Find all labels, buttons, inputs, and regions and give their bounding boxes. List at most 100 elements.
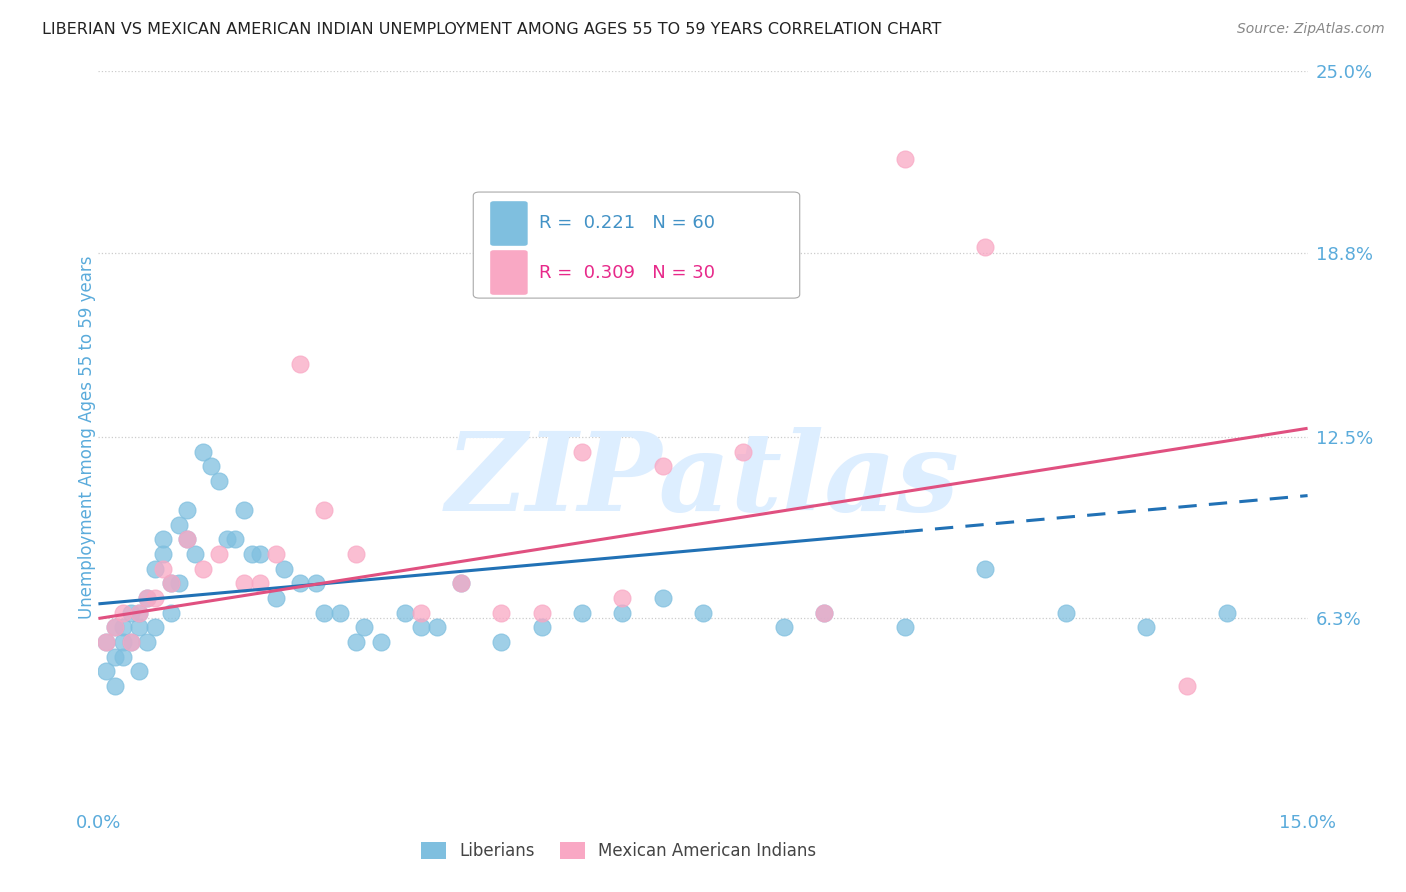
Point: [612, 591, 634, 605]
FancyBboxPatch shape: [491, 250, 527, 295]
Point: [450, 576, 472, 591]
Point: [128, 664, 150, 678]
Point: [813, 606, 835, 620]
Point: [184, 547, 207, 561]
Point: [120, 635, 142, 649]
Point: [135, 591, 157, 605]
Point: [128, 606, 150, 620]
Point: [176, 503, 198, 517]
Point: [96, 635, 118, 649]
Point: [491, 635, 513, 649]
Point: [288, 357, 311, 371]
Point: [128, 606, 150, 620]
Point: [409, 620, 432, 634]
Point: [111, 649, 134, 664]
Point: [103, 620, 125, 634]
Text: Source: ZipAtlas.com: Source: ZipAtlas.com: [1237, 22, 1385, 37]
Point: [135, 635, 157, 649]
Point: [143, 562, 166, 576]
Point: [128, 620, 150, 634]
Legend: Liberians, Mexican American Indians: Liberians, Mexican American Indians: [420, 842, 815, 860]
Point: [176, 533, 198, 547]
FancyBboxPatch shape: [474, 192, 800, 298]
Point: [96, 664, 118, 678]
Point: [193, 562, 215, 576]
Point: [160, 576, 183, 591]
Point: [344, 635, 367, 649]
Point: [152, 562, 174, 576]
Point: [893, 152, 915, 166]
Point: [232, 503, 254, 517]
Point: [450, 576, 472, 591]
Point: [314, 503, 336, 517]
Point: [249, 547, 271, 561]
Point: [120, 606, 142, 620]
Point: [103, 679, 125, 693]
Point: [1216, 606, 1239, 620]
Point: [208, 474, 231, 488]
Point: [344, 547, 367, 561]
Point: [152, 547, 174, 561]
Point: [152, 533, 174, 547]
Point: [571, 606, 593, 620]
Point: [329, 606, 352, 620]
Point: [217, 533, 239, 547]
Point: [240, 547, 263, 561]
Point: [273, 562, 295, 576]
Point: [893, 620, 915, 634]
Text: R =  0.221   N = 60: R = 0.221 N = 60: [538, 214, 714, 233]
Point: [264, 547, 287, 561]
Point: [394, 606, 416, 620]
Point: [103, 649, 125, 664]
Y-axis label: Unemployment Among Ages 55 to 59 years: Unemployment Among Ages 55 to 59 years: [79, 255, 96, 619]
Point: [692, 606, 714, 620]
Point: [160, 606, 183, 620]
Point: [353, 620, 375, 634]
Point: [288, 576, 311, 591]
Point: [143, 620, 166, 634]
Point: [249, 576, 271, 591]
Point: [733, 444, 755, 458]
Point: [314, 606, 336, 620]
Point: [612, 606, 634, 620]
Point: [208, 547, 231, 561]
Point: [143, 591, 166, 605]
Point: [491, 606, 513, 620]
Point: [974, 562, 997, 576]
Point: [1135, 620, 1157, 634]
Text: LIBERIAN VS MEXICAN AMERICAN INDIAN UNEMPLOYMENT AMONG AGES 55 TO 59 YEARS CORRE: LIBERIAN VS MEXICAN AMERICAN INDIAN UNEM…: [42, 22, 942, 37]
Point: [813, 606, 835, 620]
Point: [167, 576, 190, 591]
Point: [193, 444, 215, 458]
Point: [224, 533, 246, 547]
Text: R =  0.309   N = 30: R = 0.309 N = 30: [538, 263, 714, 282]
Point: [167, 517, 190, 532]
Point: [409, 606, 432, 620]
Point: [176, 533, 198, 547]
Point: [264, 591, 287, 605]
Point: [96, 635, 118, 649]
Point: [120, 635, 142, 649]
Point: [160, 576, 183, 591]
Point: [426, 620, 449, 634]
Point: [232, 576, 254, 591]
Point: [135, 591, 157, 605]
Point: [1175, 679, 1198, 693]
Point: [111, 606, 134, 620]
Point: [200, 459, 222, 474]
Point: [103, 620, 125, 634]
Point: [530, 606, 553, 620]
Point: [772, 620, 794, 634]
Point: [651, 591, 673, 605]
Point: [651, 459, 673, 474]
Point: [571, 444, 593, 458]
Point: [370, 635, 392, 649]
Text: ZIPatlas: ZIPatlas: [446, 427, 960, 534]
Point: [111, 635, 134, 649]
Point: [111, 620, 134, 634]
Point: [1054, 606, 1077, 620]
Point: [530, 620, 553, 634]
Point: [305, 576, 328, 591]
Point: [974, 240, 997, 254]
FancyBboxPatch shape: [491, 202, 527, 246]
